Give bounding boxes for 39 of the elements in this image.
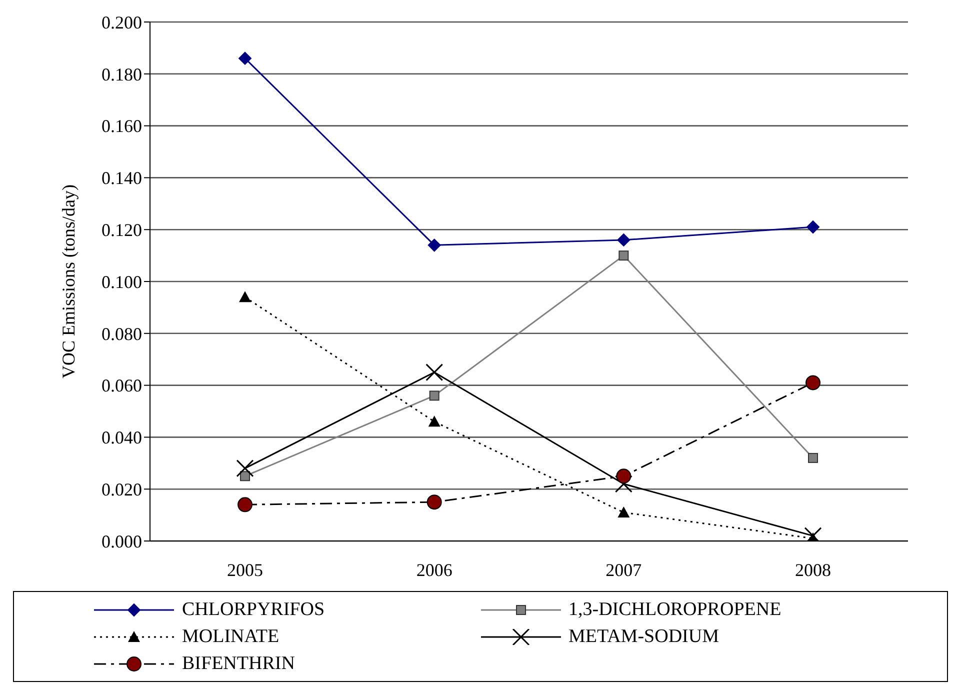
- legend-label: BIFENTHRIN: [182, 652, 295, 674]
- point: [428, 238, 441, 252]
- point: [238, 52, 252, 65]
- point: [616, 468, 632, 484]
- point: [236, 460, 254, 478]
- x-tick-label: 2005: [227, 560, 263, 580]
- point: [429, 390, 440, 401]
- y-tick-label: 0.160: [102, 116, 142, 136]
- point: [808, 452, 818, 463]
- x-tick-label: 2008: [795, 560, 831, 580]
- legend-label: 1,3-DICHLOROPROPENE: [568, 598, 782, 620]
- point: [428, 416, 440, 427]
- point: [240, 471, 250, 482]
- y-tick-label: 0.180: [102, 64, 142, 84]
- point: [239, 291, 251, 302]
- point: [426, 494, 442, 510]
- y-tick-label: 0.120: [102, 220, 142, 240]
- y-axis-title: VOC Emissions (tons/day): [58, 184, 78, 379]
- point: [806, 375, 820, 390]
- y-tick-label: 0.040: [102, 428, 142, 448]
- y-tick-label: 0.020: [102, 479, 142, 500]
- y-tick-label: 0.000: [102, 531, 142, 552]
- y-tick-label: 0.140: [102, 168, 142, 188]
- y-tick-label: 0.100: [102, 272, 142, 292]
- x-tick-label: 2007: [606, 560, 642, 580]
- point: [617, 233, 630, 246]
- x-tick-label: 2006: [416, 560, 452, 580]
- y-tick-label: 0.080: [102, 324, 142, 344]
- point: [614, 475, 632, 493]
- point: [426, 364, 444, 382]
- legend-label: METAM-SODIUM: [568, 626, 719, 648]
- legend-label: CHLORPYRIFOS: [182, 598, 325, 620]
- legend-label: MOLINATE: [182, 626, 280, 648]
- y-tick-label: 0.200: [102, 12, 142, 32]
- point: [618, 506, 630, 518]
- point: [618, 250, 629, 261]
- point: [238, 497, 252, 512]
- point: [806, 220, 820, 234]
- y-tick-label: 0.060: [102, 376, 142, 396]
